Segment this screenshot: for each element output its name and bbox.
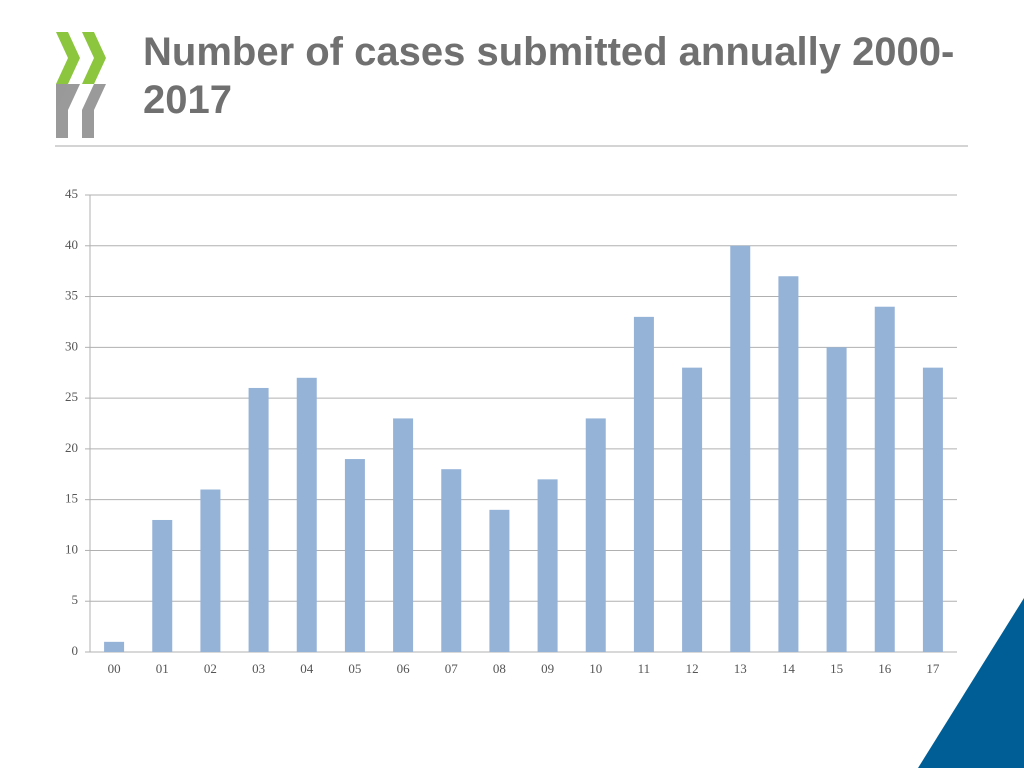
- corner-triangle: [918, 598, 1024, 768]
- x-tick-label: 06: [397, 661, 411, 676]
- x-tick-label: 02: [204, 661, 217, 676]
- x-tick-label: 16: [878, 661, 892, 676]
- x-tick-label: 17: [926, 661, 940, 676]
- y-tick-label: 15: [65, 491, 78, 506]
- bar: [682, 367, 703, 652]
- y-tick-label: 45: [65, 186, 78, 201]
- bar: [296, 377, 317, 652]
- x-tick-label: 09: [541, 661, 554, 676]
- bar: [344, 459, 365, 652]
- bar: [441, 469, 462, 652]
- x-tick-label: 08: [493, 661, 506, 676]
- x-tick-label: 11: [638, 661, 651, 676]
- bar: [922, 367, 943, 652]
- bar: [537, 479, 558, 652]
- bar: [633, 316, 654, 652]
- bar: [778, 276, 799, 652]
- y-tick-label: 10: [65, 541, 78, 556]
- bar: [730, 245, 751, 652]
- y-tick-label: 5: [72, 592, 79, 607]
- chart-title: Number of cases submitted annually 2000-…: [143, 30, 955, 122]
- bar: [826, 347, 847, 652]
- x-tick-label: 04: [300, 661, 314, 676]
- bar: [104, 641, 125, 652]
- y-tick-label: 35: [65, 288, 78, 303]
- bar: [585, 418, 606, 652]
- y-tick-label: 40: [65, 237, 78, 252]
- y-tick-label: 0: [72, 643, 79, 658]
- y-tick-label: 30: [65, 338, 78, 353]
- logo-chevron: [56, 32, 80, 84]
- x-tick-label: 01: [156, 661, 169, 676]
- bar: [152, 519, 173, 652]
- bar: [393, 418, 414, 652]
- bar: [200, 489, 221, 652]
- x-tick-label: 15: [830, 661, 843, 676]
- logo-chevron: [82, 32, 106, 84]
- bar: [248, 387, 269, 652]
- x-tick-label: 12: [686, 661, 699, 676]
- x-tick-label: 10: [589, 661, 602, 676]
- bar: [489, 509, 510, 652]
- x-tick-label: 03: [252, 661, 265, 676]
- x-tick-label: 00: [108, 661, 121, 676]
- x-tick-label: 13: [734, 661, 747, 676]
- y-tick-label: 20: [65, 440, 78, 455]
- x-tick-label: 14: [782, 661, 796, 676]
- logo-chevron: [56, 84, 80, 138]
- y-tick-label: 25: [65, 389, 78, 404]
- logo-chevron: [82, 84, 106, 138]
- x-tick-label: 07: [445, 661, 459, 676]
- bar: [874, 306, 895, 652]
- x-tick-label: 05: [348, 661, 361, 676]
